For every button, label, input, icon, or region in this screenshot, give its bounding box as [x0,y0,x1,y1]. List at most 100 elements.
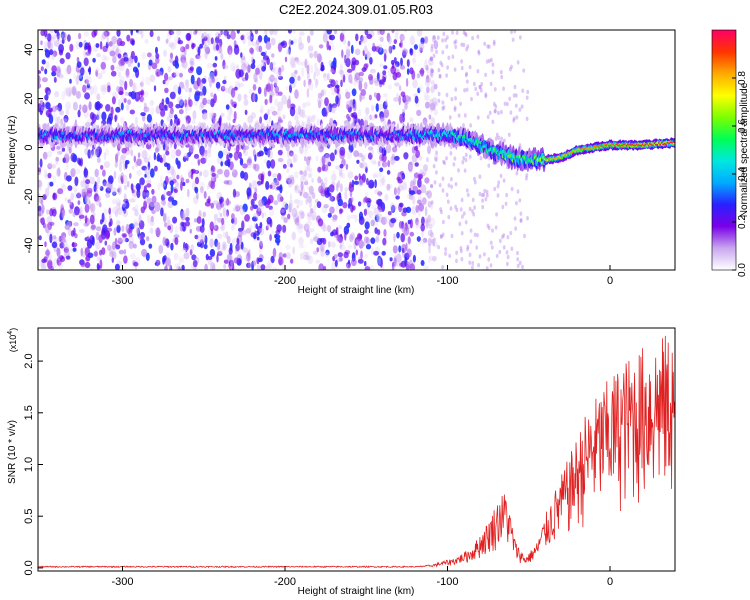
heatmap-cell [223,169,230,178]
heatmap-cell [370,159,377,165]
heatmap-cell [488,110,492,116]
heatmap-cell [412,57,416,64]
heatmap-cell [277,173,282,181]
heatmap-cell [308,170,313,179]
heatmap-cell [499,173,503,179]
heatmap-cell [86,235,90,241]
heatmap-cell [302,172,306,180]
heatmap-cell [267,194,274,204]
heatmap-cell [106,85,111,93]
heatmap-cell [91,150,97,158]
heatmap-cell [170,42,177,50]
heatmap-cell [372,174,379,179]
heatmap-cell [322,32,328,43]
heatmap-cell [247,35,253,41]
heatmap-cell [298,211,303,220]
heatmap-cell [268,205,273,210]
heatmap-cell [129,198,136,203]
heatmap-cell [364,45,367,51]
heatmap-cell [430,80,435,86]
heatmap-cell [239,209,246,215]
heatmap-cell [376,198,383,207]
heatmap-cell [365,237,370,245]
heatmap-cell [492,41,496,47]
heatmap-cell [380,216,387,225]
heatmap-cell [154,201,161,212]
heatmap-cell [86,239,93,249]
heatmap-cell [478,174,482,179]
heatmap-cell [483,252,486,257]
heatmap-cell [473,232,477,237]
heatmap-cell [336,182,339,192]
heatmap-cell [88,176,95,185]
heatmap-cell [328,59,333,67]
heatmap-cell [105,148,109,156]
heatmap-cell [222,148,228,155]
heatmap-cell [63,114,69,123]
heatmap-cell [393,233,396,243]
heatmap-cell [437,245,440,250]
heatmap-cell [250,63,256,70]
heatmap-cell [287,176,292,183]
heatmap-cell [358,239,364,249]
heatmap-cell [484,94,488,99]
heatmap-cell [244,109,248,116]
heatmap-cell [446,199,450,204]
heatmap-cell [206,184,210,191]
heatmap-cell [116,37,123,47]
heatmap-cell [352,117,355,124]
heatmap-cell [307,196,312,204]
heatmap-cell [362,47,369,53]
heatmap-cell [352,103,357,112]
heatmap-cell [285,176,289,182]
heatmap-cell [44,94,49,101]
heatmap-cell [370,68,376,74]
heatmap-cell [363,208,367,216]
heatmap-cell [203,151,208,157]
heatmap-cell [463,168,467,173]
top-x-tick-label: -200 [274,275,296,287]
heatmap-cell [125,74,132,80]
heatmap-cell [441,188,445,193]
heatmap-cell [406,248,412,258]
heatmap-cell [438,74,442,79]
heatmap-cell [405,77,409,87]
heatmap-cell [206,62,213,69]
bottom-x-tick-label: 0 [607,576,613,588]
heatmap-cell [430,85,435,94]
heatmap-cell [301,67,305,77]
heatmap-cell [225,200,232,206]
heatmap-cell [329,152,335,162]
heatmap-cell [294,70,298,75]
heatmap-cell [335,202,339,213]
heatmap-cell [429,56,434,62]
heatmap-cell [140,30,144,39]
heatmap-cell [374,189,380,195]
heatmap-cell [342,74,346,83]
heatmap-cell [49,30,54,34]
heatmap-cell [124,184,128,191]
heatmap-cell [272,266,278,270]
heatmap-cell [222,243,226,250]
heatmap-cell [316,118,320,126]
heatmap-cell [295,222,302,231]
heatmap-cell [184,242,188,253]
heatmap-cell [331,261,336,270]
heatmap-cell [324,176,328,185]
heatmap-cell [379,63,384,68]
heatmap-cell [423,265,429,270]
heatmap-cell [134,55,138,64]
heatmap-cell [504,201,508,206]
heatmap-cell [523,233,526,239]
heatmap-cell [476,233,479,238]
heatmap-cell [39,158,43,168]
heatmap-cell [339,146,346,156]
heatmap-cell [360,35,364,42]
heatmap-cell [449,144,453,150]
heatmap-cell [454,39,458,44]
heatmap-cell [391,62,395,70]
heatmap-cell [192,119,196,125]
heatmap-cell [509,110,513,115]
heatmap-cell [114,209,119,218]
heatmap-cell [393,57,397,63]
